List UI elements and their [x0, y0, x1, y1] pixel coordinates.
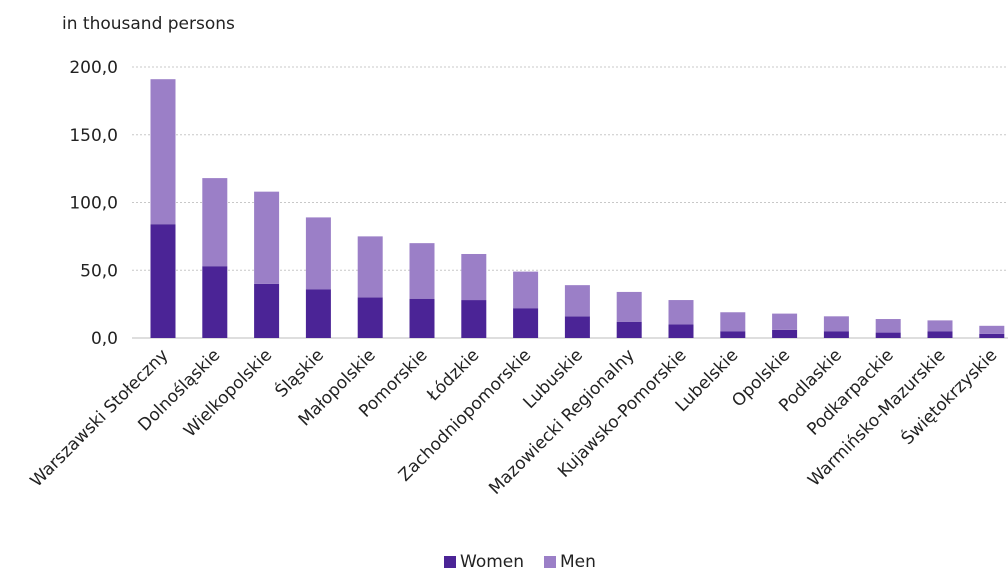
bar-women [150, 224, 176, 338]
legend-item-men: Men [544, 552, 596, 572]
bar-men [461, 253, 487, 301]
bar-women [254, 283, 280, 338]
legend: Women Men [444, 552, 596, 572]
bar-men [927, 320, 953, 332]
bar-women [409, 298, 435, 338]
bar-women [772, 329, 798, 338]
bar-women [616, 321, 642, 338]
bar-men [720, 312, 746, 332]
bar-men [823, 316, 849, 332]
legend-swatch-women [444, 556, 456, 568]
y-tick-label: 0,0 [91, 329, 118, 349]
bar-men [513, 271, 539, 309]
bar-women [668, 324, 694, 338]
bar-men [979, 325, 1005, 334]
bar-men [409, 243, 435, 299]
bar-women [875, 332, 901, 338]
y-tick-label: 100,0 [69, 194, 118, 214]
y-unit-label: in thousand persons [62, 14, 235, 34]
bar-women [564, 316, 590, 338]
bar-women [202, 266, 228, 338]
legend-item-women: Women [444, 552, 524, 572]
bar-men [202, 178, 228, 267]
legend-label-women: Women [460, 552, 525, 572]
bar-women [927, 331, 953, 338]
bar-men [305, 217, 331, 290]
bar-men [357, 236, 383, 298]
legend-label-men: Men [560, 552, 596, 572]
bar-women [979, 333, 1005, 338]
legend-swatch-men [544, 556, 557, 568]
bar-women [513, 308, 539, 338]
bar-men [254, 191, 280, 284]
bar-men [772, 313, 798, 330]
y-tick-label: 50,0 [80, 261, 118, 281]
bar-women [305, 289, 331, 338]
bar-men [564, 285, 590, 317]
bar-men [875, 319, 901, 333]
bar-men [616, 291, 642, 322]
bar-women [720, 331, 746, 338]
bar-men [668, 300, 694, 325]
bar-women [461, 300, 487, 338]
y-tick-label: 200,0 [69, 58, 118, 78]
bar-women [357, 297, 383, 338]
y-tick-label: 150,0 [69, 126, 118, 146]
bar-women [823, 331, 849, 338]
bar-men [150, 79, 176, 225]
